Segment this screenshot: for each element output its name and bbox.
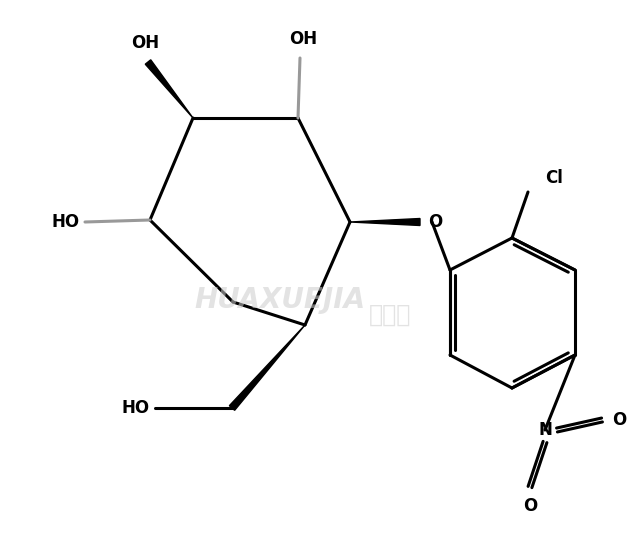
Text: 化学加: 化学加 <box>369 303 411 327</box>
Text: N: N <box>538 421 552 439</box>
Polygon shape <box>350 219 420 225</box>
Text: O: O <box>612 411 626 429</box>
Polygon shape <box>230 325 305 410</box>
Text: Cl: Cl <box>545 169 563 187</box>
Text: HO: HO <box>122 399 150 417</box>
Polygon shape <box>145 60 193 118</box>
Text: OH: OH <box>131 34 159 52</box>
Text: HUAXUEJIA: HUAXUEJIA <box>194 286 366 314</box>
Text: O: O <box>523 497 537 515</box>
Text: OH: OH <box>289 30 317 48</box>
Text: O: O <box>428 213 442 231</box>
Text: HO: HO <box>52 213 80 231</box>
